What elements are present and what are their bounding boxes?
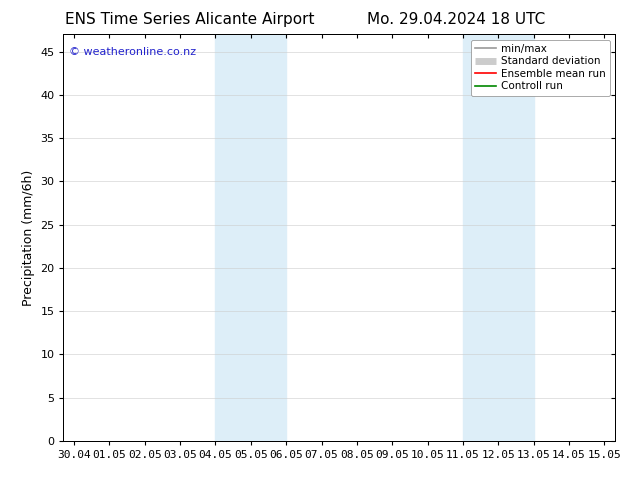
Bar xyxy=(463,34,534,441)
Bar xyxy=(216,34,286,441)
Text: © weatheronline.co.nz: © weatheronline.co.nz xyxy=(69,47,196,56)
Legend: min/max, Standard deviation, Ensemble mean run, Controll run: min/max, Standard deviation, Ensemble me… xyxy=(470,40,610,96)
Text: ENS Time Series Alicante Airport: ENS Time Series Alicante Airport xyxy=(65,12,315,27)
Y-axis label: Precipitation (mm/6h): Precipitation (mm/6h) xyxy=(22,170,35,306)
Text: Mo. 29.04.2024 18 UTC: Mo. 29.04.2024 18 UTC xyxy=(367,12,546,27)
